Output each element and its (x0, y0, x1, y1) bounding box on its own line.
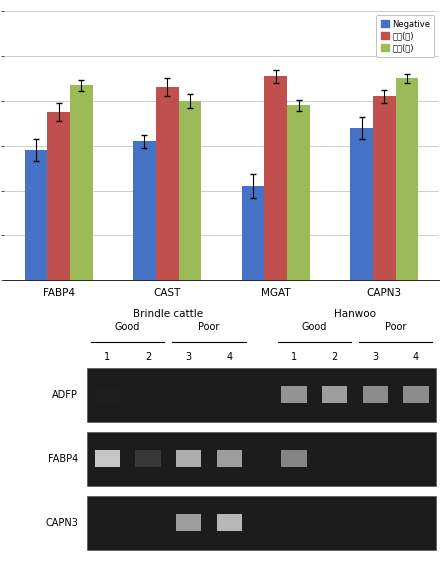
Text: 1: 1 (291, 352, 297, 363)
Text: 3: 3 (372, 352, 378, 363)
Text: 4: 4 (413, 352, 419, 363)
Bar (24, 150, 47, 280)
Bar (47, 112, 70, 280)
Bar (95, 386, 120, 403)
Bar (87, 432, 436, 486)
Bar (363, 386, 388, 403)
Bar (281, 450, 307, 467)
Text: Poor: Poor (385, 322, 406, 332)
Bar (287, 105, 310, 280)
Bar (217, 514, 242, 531)
Bar (404, 386, 429, 403)
Bar (264, 76, 287, 280)
Text: 2: 2 (145, 352, 151, 363)
Bar (95, 450, 120, 467)
Text: Good: Good (302, 322, 327, 332)
Bar (396, 78, 419, 280)
Bar (179, 101, 202, 280)
Bar (133, 141, 156, 280)
Bar (136, 450, 160, 467)
Bar (87, 368, 436, 422)
Bar (350, 128, 373, 280)
Bar (217, 450, 242, 467)
Text: 1: 1 (104, 352, 110, 363)
Text: 4: 4 (226, 352, 233, 363)
Bar (241, 186, 264, 280)
Text: Poor: Poor (198, 322, 220, 332)
Text: CAPN3: CAPN3 (45, 518, 78, 528)
Text: Brindle cattle: Brindle cattle (133, 309, 203, 319)
Bar (156, 87, 179, 280)
Text: ADFP: ADFP (52, 390, 78, 400)
Bar (281, 386, 307, 403)
Bar (322, 386, 347, 403)
Bar (373, 96, 396, 280)
Text: 2: 2 (331, 352, 338, 363)
Bar (70, 85, 93, 280)
Bar (176, 514, 201, 531)
Legend: Negative, 쳐소(암), 쳐소(수): Negative, 쳐소(암), 쳐소(수) (377, 15, 435, 57)
Text: 3: 3 (186, 352, 192, 363)
Bar (176, 450, 201, 467)
Bar (87, 496, 436, 549)
Text: Hanwoo: Hanwoo (334, 309, 376, 319)
Text: FABP4: FABP4 (48, 454, 78, 464)
Text: Good: Good (115, 322, 140, 332)
